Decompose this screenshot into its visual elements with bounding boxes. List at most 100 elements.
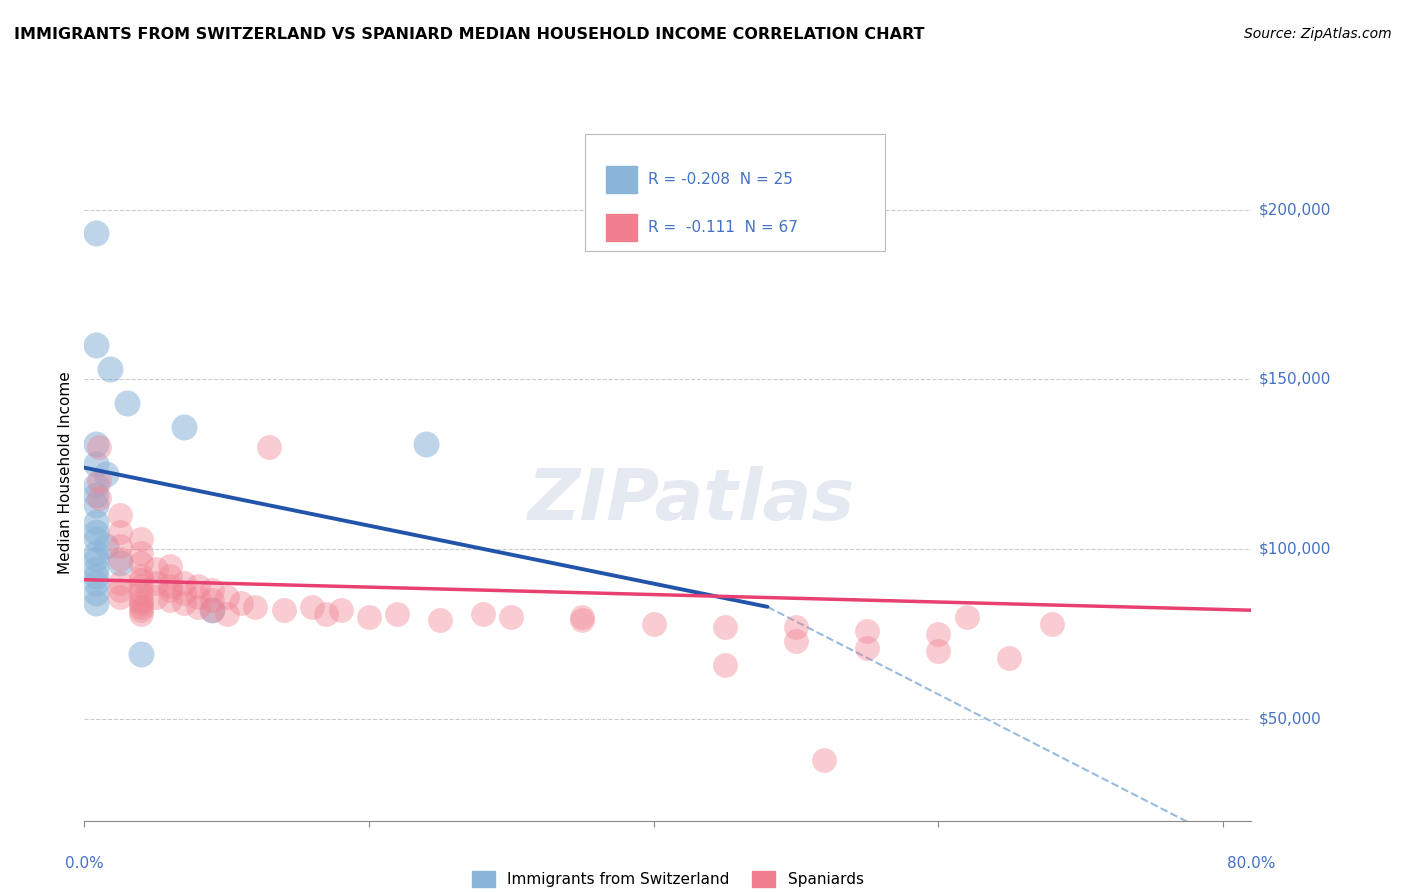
Point	[501, 610, 523, 624]
Point	[785, 620, 807, 634]
Point	[84, 498, 107, 512]
Point	[713, 620, 735, 634]
Point	[713, 657, 735, 672]
Point	[173, 576, 195, 591]
Point	[187, 599, 209, 614]
Point	[1040, 616, 1063, 631]
Point	[201, 603, 224, 617]
Point	[108, 590, 131, 604]
Point	[159, 582, 181, 597]
Point	[108, 556, 131, 570]
Text: ZIPatlas: ZIPatlas	[527, 467, 855, 535]
Point	[145, 576, 167, 591]
Point	[129, 579, 152, 593]
Point	[108, 552, 131, 566]
Point	[94, 539, 117, 553]
Point	[856, 624, 879, 638]
Point	[201, 603, 224, 617]
Point	[173, 420, 195, 434]
Point	[115, 396, 138, 410]
Point	[229, 596, 252, 610]
Point	[201, 582, 224, 597]
Point	[187, 590, 209, 604]
Point	[84, 437, 107, 451]
Point	[129, 596, 152, 610]
Point	[159, 559, 181, 574]
Point	[471, 607, 494, 621]
Point	[159, 593, 181, 607]
Legend: Immigrants from Switzerland, Spaniards: Immigrants from Switzerland, Spaniards	[465, 865, 870, 892]
Point	[813, 753, 835, 767]
Text: $150,000: $150,000	[1258, 372, 1330, 387]
Point	[571, 610, 593, 624]
Text: $200,000: $200,000	[1258, 202, 1330, 218]
Point	[329, 603, 352, 617]
Text: $50,000: $50,000	[1258, 711, 1322, 726]
Point	[129, 593, 152, 607]
Point	[159, 569, 181, 583]
Point	[215, 607, 238, 621]
Point	[159, 579, 181, 593]
Point	[87, 491, 110, 506]
Point	[927, 627, 949, 641]
Point	[785, 633, 807, 648]
Point	[108, 576, 131, 591]
Point	[129, 603, 152, 617]
Text: 0.0%: 0.0%	[65, 856, 104, 871]
Point	[129, 569, 152, 583]
Point	[387, 607, 409, 621]
Point	[215, 590, 238, 604]
Text: Source: ZipAtlas.com: Source: ZipAtlas.com	[1244, 27, 1392, 41]
Point	[84, 457, 107, 471]
Point	[84, 545, 107, 559]
Point	[856, 640, 879, 655]
Point	[84, 596, 107, 610]
Point	[129, 648, 152, 662]
Point	[108, 508, 131, 523]
Text: R = -0.208  N = 25: R = -0.208 N = 25	[648, 172, 793, 187]
Point	[84, 488, 107, 502]
Point	[357, 610, 380, 624]
Point	[145, 562, 167, 576]
Point	[84, 227, 107, 241]
Point	[243, 599, 266, 614]
Point	[187, 579, 209, 593]
Point	[173, 596, 195, 610]
Point	[129, 607, 152, 621]
Point	[84, 477, 107, 491]
Point	[201, 593, 224, 607]
Point	[84, 562, 107, 576]
Text: R =  -0.111  N = 67: R = -0.111 N = 67	[648, 219, 799, 235]
Point	[998, 650, 1021, 665]
Text: IMMIGRANTS FROM SWITZERLAND VS SPANIARD MEDIAN HOUSEHOLD INCOME CORRELATION CHAR: IMMIGRANTS FROM SWITZERLAND VS SPANIARD …	[14, 27, 925, 42]
Text: 80.0%: 80.0%	[1227, 856, 1275, 871]
Point	[84, 576, 107, 591]
Point	[643, 616, 665, 631]
Point	[571, 614, 593, 628]
Point	[129, 573, 152, 587]
Point	[98, 362, 121, 376]
Point	[956, 610, 979, 624]
Point	[129, 532, 152, 546]
Point	[415, 437, 437, 451]
Point	[429, 614, 451, 628]
Point	[301, 599, 323, 614]
Point	[94, 467, 117, 482]
Point	[84, 532, 107, 546]
Point	[108, 582, 131, 597]
Point	[87, 440, 110, 454]
Point	[87, 475, 110, 489]
Point	[84, 525, 107, 540]
Text: $100,000: $100,000	[1258, 541, 1330, 557]
Point	[84, 515, 107, 529]
Point	[927, 644, 949, 658]
Point	[129, 599, 152, 614]
Point	[108, 539, 131, 553]
Point	[273, 603, 295, 617]
Point	[84, 552, 107, 566]
Point	[129, 586, 152, 600]
Point	[129, 545, 152, 559]
Y-axis label: Median Household Income: Median Household Income	[58, 371, 73, 574]
Point	[108, 525, 131, 540]
Point	[129, 556, 152, 570]
